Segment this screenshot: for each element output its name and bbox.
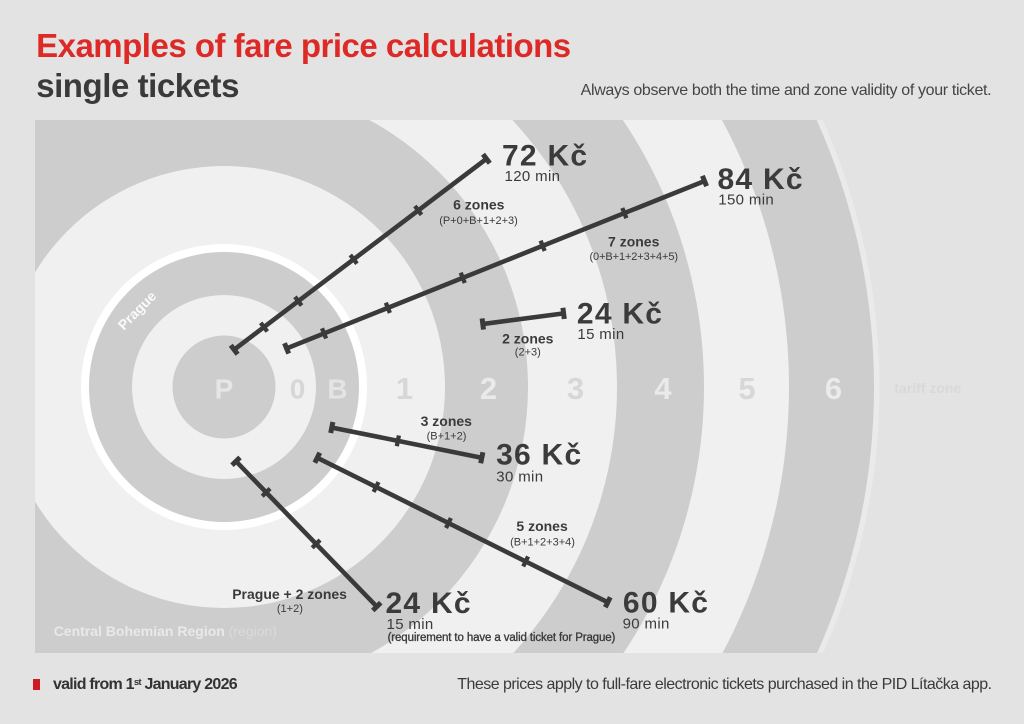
svg-text:(requirement to have a valid t: (requirement to have a valid ticket for … <box>387 632 615 644</box>
svg-text:2 zones: 2 zones <box>502 330 554 346</box>
svg-text:150 min: 150 min <box>718 192 774 209</box>
svg-text:24 Kč: 24 Kč <box>385 587 471 620</box>
svg-text:5 zones: 5 zones <box>516 518 568 534</box>
svg-text:Prague + 2 zones: Prague + 2 zones <box>232 586 347 602</box>
svg-text:84 Kč: 84 Kč <box>717 163 803 196</box>
svg-text:60 Kč: 60 Kč <box>622 587 708 620</box>
svg-text:tariff zone: tariff zone <box>894 380 961 396</box>
svg-text:P: P <box>214 374 233 405</box>
svg-text:7 zones: 7 zones <box>608 233 660 249</box>
svg-text:30 min: 30 min <box>496 468 543 485</box>
svg-text:B: B <box>327 374 347 405</box>
svg-text:(2+3): (2+3) <box>514 347 540 359</box>
svg-text:(B+1+2+3+4): (B+1+2+3+4) <box>510 536 575 548</box>
svg-text:4: 4 <box>654 371 672 406</box>
svg-text:(B+1+2): (B+1+2) <box>426 430 466 442</box>
svg-text:(P+0+B+1+2+3): (P+0+B+1+2+3) <box>439 215 518 227</box>
svg-text:6 zones: 6 zones <box>453 197 505 213</box>
svg-text:36 Kč: 36 Kč <box>496 438 582 471</box>
svg-text:15 min: 15 min <box>386 616 433 633</box>
svg-text:5: 5 <box>738 371 755 406</box>
svg-text:3 zones: 3 zones <box>420 413 472 429</box>
svg-text:(1+2): (1+2) <box>276 603 302 615</box>
svg-text:120 min: 120 min <box>504 168 560 185</box>
svg-text:0: 0 <box>289 374 305 405</box>
svg-text:Central Bohemian Region (regio: Central Bohemian Region (region) <box>53 623 276 639</box>
svg-text:72 Kč: 72 Kč <box>502 139 588 172</box>
svg-text:24 Kč: 24 Kč <box>576 297 662 330</box>
svg-text:1: 1 <box>395 371 412 406</box>
svg-text:6: 6 <box>824 371 841 406</box>
svg-text:15 min: 15 min <box>577 326 624 343</box>
svg-text:90 min: 90 min <box>622 615 669 632</box>
svg-text:3: 3 <box>566 371 583 406</box>
svg-text:2: 2 <box>479 371 496 406</box>
svg-text:(0+B+1+2+3+4+5): (0+B+1+2+3+4+5) <box>589 251 677 263</box>
